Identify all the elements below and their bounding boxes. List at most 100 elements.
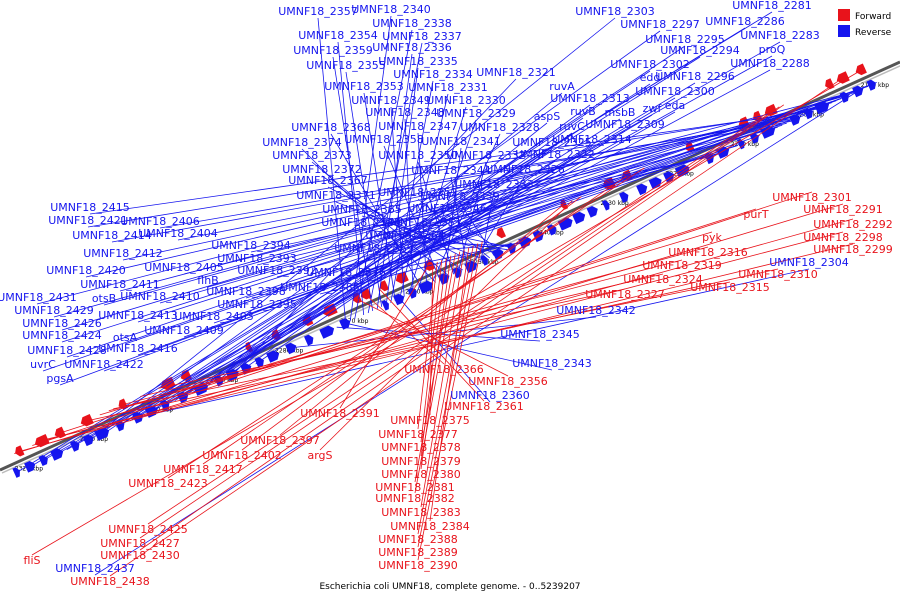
gene-label: UMNF18_2294	[660, 44, 740, 57]
gene-label: UMNF18_2369	[334, 242, 414, 255]
label-leader	[97, 30, 661, 436]
label-leader	[61, 92, 855, 331]
gene-label: UMNF18_2335	[378, 55, 458, 68]
gene-label: ruvA	[549, 80, 575, 93]
reverse-gene-arrow	[674, 164, 690, 178]
forward-gene-arrow	[764, 103, 778, 117]
reverse-gene-arrow	[492, 248, 504, 261]
gene-label: UMNF18_2438	[70, 575, 150, 588]
label-leader	[94, 90, 859, 576]
reverse-gene-arrow	[636, 183, 648, 196]
gene-label: UMNF18_2385	[280, 281, 360, 294]
gene-label: UMNF18_2406	[120, 215, 200, 228]
gene-label: argS	[307, 449, 332, 462]
label-leader	[129, 83, 651, 422]
gene-label: UMNF18_2334	[393, 68, 473, 81]
label-leader	[202, 175, 627, 465]
gene-label: UMNF18_2415	[50, 201, 130, 214]
reverse-gene-arrow	[586, 206, 598, 218]
reverse-gene-arrow	[304, 334, 314, 346]
gene-label: UMNF18_2292	[813, 218, 893, 231]
label-leader	[399, 298, 491, 403]
label-leader	[108, 246, 709, 412]
gene-label: UMNF18_2296	[655, 70, 735, 83]
label-leader	[457, 161, 487, 273]
gene-label: UMNF18_2315	[690, 281, 770, 294]
gene-label: UMNF18_2383	[381, 506, 461, 519]
label-leader	[330, 133, 423, 289]
label-leader	[429, 247, 470, 522]
gene-label: UMNF18_2339	[420, 190, 500, 203]
label-leader	[354, 29, 413, 320]
gene-label: aspS	[534, 110, 560, 123]
label-leader	[41, 231, 844, 442]
gene-label: edd	[640, 71, 661, 84]
label-leader	[301, 148, 436, 283]
forward-gene-arrow	[836, 71, 850, 84]
label-leader	[106, 45, 686, 432]
gene-label: otsB	[92, 292, 116, 305]
label-leader	[376, 53, 413, 309]
gene-label: UMNF18_2380	[381, 468, 461, 481]
gene-labels: UMNF18_2281UMNF18_2286UMNF18_2283proQUMN…	[0, 0, 893, 588]
label-leader	[337, 41, 365, 316]
gene-label: UMNF18_2381	[375, 481, 455, 494]
gene-label: UMNF18_2337	[382, 30, 462, 43]
label-leader	[363, 92, 396, 301]
label-leader	[335, 201, 486, 261]
label-leader	[420, 259, 443, 443]
gene-label: UMNF18_2355	[306, 59, 386, 72]
reverse-gene-arrow	[82, 434, 94, 447]
gene-label: UMNF18_2356	[468, 375, 548, 388]
gene-label: UMNF18_2382	[375, 492, 455, 505]
gene-label: UMNF18_2425	[108, 523, 188, 536]
gene-label: proQ	[759, 43, 786, 56]
gene-label: UMNF18_2391	[300, 407, 380, 420]
gene-label: UMNF18_2431	[0, 291, 77, 304]
gene-label: flhB	[197, 274, 218, 287]
gene-label: UMNF18_2295	[645, 33, 725, 46]
gene-label: UMNF18_2394	[211, 239, 291, 252]
gene-label: UMNF18_2327	[585, 288, 665, 301]
gene-label: UMNF18_2347	[378, 120, 458, 133]
reverse-gene-arrow	[12, 467, 20, 478]
gene-label: UMNF18_2366	[404, 363, 484, 376]
gene-label: UMNF18_2384	[390, 520, 470, 533]
gene-label: UMNF18_2348	[365, 106, 445, 119]
forward-gene-arrow	[322, 303, 338, 317]
label-leader	[113, 281, 731, 410]
gene-label: UMNF18_2410	[120, 290, 200, 303]
gene-label: UMNF18_2345	[500, 328, 580, 341]
gene-label: UMNF18_2426	[22, 317, 102, 330]
gene-label: UMNF18_2414	[72, 229, 152, 242]
legend-reverse-swatch	[838, 25, 850, 37]
gene-label: UMNF18_2404	[138, 227, 218, 240]
gene-label: UMNF18_2328	[460, 121, 540, 134]
reverse-gene-arrow	[319, 325, 335, 339]
gene-label: UMNF18_2314	[552, 133, 632, 146]
gene-label: UMNF18_2392	[237, 264, 317, 277]
reverse-gene-arrow	[266, 350, 280, 363]
label-leader	[390, 80, 434, 303]
label-leader	[53, 94, 850, 318]
label-leader	[89, 110, 814, 215]
gene-label: UMNF18_2416	[98, 342, 178, 355]
gene-label: UMNF18_2427	[100, 537, 180, 550]
gene-label: UMNF18_2341	[421, 135, 501, 148]
label-leader	[139, 106, 780, 539]
label-leader	[140, 273, 664, 397]
gene-label: UMNF18_2301	[772, 191, 852, 204]
gene-label: uvrC	[30, 358, 56, 371]
scale-tick-label: 2260 kbp	[405, 289, 433, 296]
gene-label: UMNF18_2403	[174, 310, 254, 323]
gene-label: UMNF18_2344	[411, 164, 491, 177]
gene-label: UMNF18_2423	[128, 477, 208, 490]
gene-label: UMNF18_2340	[351, 3, 431, 16]
gene-label: UMNF18_2371	[296, 189, 376, 202]
forward-gene-arrow	[855, 63, 867, 76]
gene-label: UMNF18_2350	[378, 149, 458, 162]
label-leader	[356, 298, 509, 377]
label-leader	[390, 106, 405, 297]
gene-label: UMNF18_2389	[378, 546, 458, 559]
